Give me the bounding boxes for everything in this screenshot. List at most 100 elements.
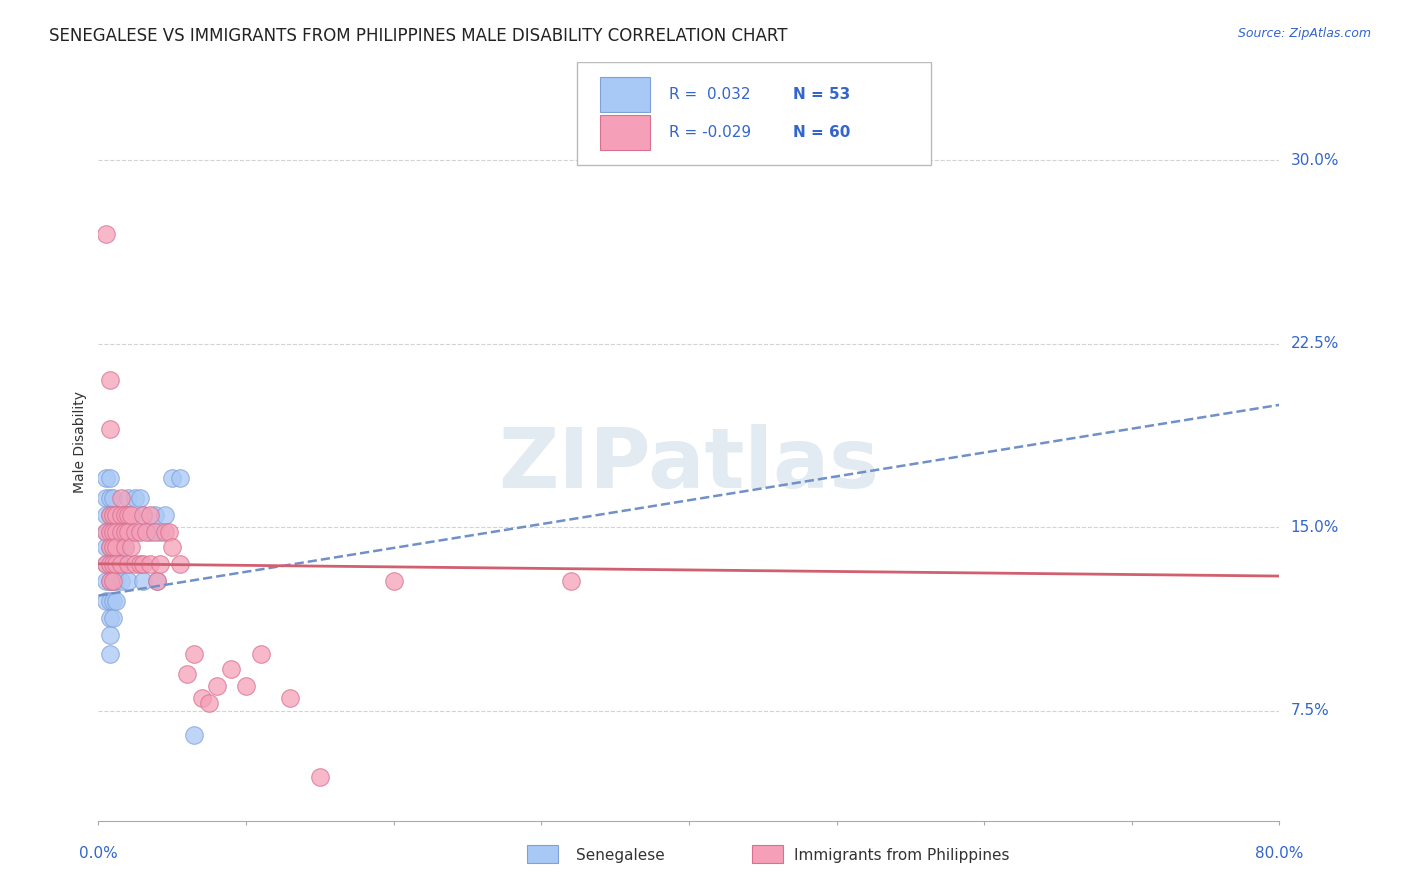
Point (105, 524, 128, 539)
Point (98, 557, 121, 571)
Point (105, 593, 128, 607)
Point (105, 574, 128, 588)
Point (98, 524, 121, 539)
Point (98, 508, 121, 522)
Point (98, 610, 121, 624)
Point (98, 574, 121, 588)
Point (153, 524, 176, 539)
Point (146, 574, 169, 588)
Point (139, 524, 162, 539)
Point (176, 666, 198, 681)
Point (103, 508, 125, 522)
Point (94, 227, 117, 241)
Point (143, 508, 166, 522)
Point (250, 648, 273, 662)
Point (132, 557, 155, 571)
Y-axis label: Male Disability: Male Disability (73, 391, 87, 492)
Point (149, 557, 172, 571)
Point (98, 648, 121, 662)
Point (235, 679, 257, 693)
Point (103, 540, 125, 554)
Text: Immigrants from Philippines: Immigrants from Philippines (794, 848, 1010, 863)
Point (149, 524, 172, 539)
Text: 0.0%: 0.0% (79, 846, 118, 861)
Point (98, 593, 121, 607)
Point (94, 574, 117, 588)
Text: 7.5%: 7.5% (1291, 703, 1329, 718)
Point (114, 508, 136, 522)
Point (146, 574, 169, 588)
Point (117, 574, 139, 588)
Text: R = -0.029: R = -0.029 (669, 125, 751, 140)
Text: Senegalese: Senegalese (576, 848, 665, 863)
Point (103, 574, 125, 588)
Point (162, 540, 183, 554)
Point (124, 557, 146, 571)
Point (128, 557, 150, 571)
Point (169, 471, 191, 485)
Point (382, 574, 405, 588)
Point (124, 491, 146, 505)
Point (103, 508, 125, 522)
Point (124, 524, 146, 539)
Point (117, 491, 139, 505)
Point (103, 557, 125, 571)
Point (110, 508, 132, 522)
Point (198, 696, 221, 710)
Text: N = 60: N = 60 (793, 125, 851, 140)
Point (110, 524, 132, 539)
Point (98, 422, 121, 436)
Point (94, 540, 117, 554)
Point (110, 574, 132, 588)
Point (94, 557, 117, 571)
Text: SENEGALESE VS IMMIGRANTS FROM PHILIPPINES MALE DISABILITY CORRELATION CHART: SENEGALESE VS IMMIGRANTS FROM PHILIPPINE… (49, 27, 787, 45)
Point (105, 540, 128, 554)
Point (98, 540, 121, 554)
Point (103, 491, 125, 505)
Point (110, 508, 132, 522)
Text: Source: ZipAtlas.com: Source: ZipAtlas.com (1237, 27, 1371, 40)
Point (98, 508, 121, 522)
Point (169, 557, 191, 571)
Point (98, 373, 121, 387)
Text: 80.0%: 80.0% (1256, 846, 1303, 861)
Point (110, 491, 132, 505)
Point (103, 524, 125, 539)
Point (103, 540, 125, 554)
Point (94, 471, 117, 485)
FancyBboxPatch shape (600, 115, 650, 150)
Point (98, 628, 121, 642)
Point (205, 679, 228, 693)
Point (105, 540, 128, 554)
Point (153, 508, 176, 522)
Point (110, 540, 132, 554)
Point (132, 508, 155, 522)
Point (105, 557, 128, 571)
Point (103, 610, 125, 624)
Point (103, 524, 125, 539)
Text: N = 53: N = 53 (793, 87, 851, 102)
Point (280, 691, 302, 706)
Point (110, 557, 132, 571)
Point (135, 524, 157, 539)
Point (103, 557, 125, 571)
Point (105, 557, 128, 571)
Point (132, 508, 155, 522)
Point (117, 508, 139, 522)
Point (94, 524, 117, 539)
Text: 15.0%: 15.0% (1291, 520, 1339, 534)
Point (139, 557, 162, 571)
Point (309, 770, 332, 784)
Point (98, 524, 121, 539)
Point (110, 557, 132, 571)
Point (128, 491, 150, 505)
Point (120, 524, 142, 539)
Point (98, 491, 121, 505)
Point (157, 524, 180, 539)
Text: R =  0.032: R = 0.032 (669, 87, 751, 102)
Point (114, 524, 136, 539)
Text: ZIPatlas: ZIPatlas (499, 424, 879, 505)
Point (94, 593, 117, 607)
Point (143, 524, 166, 539)
Point (105, 524, 128, 539)
